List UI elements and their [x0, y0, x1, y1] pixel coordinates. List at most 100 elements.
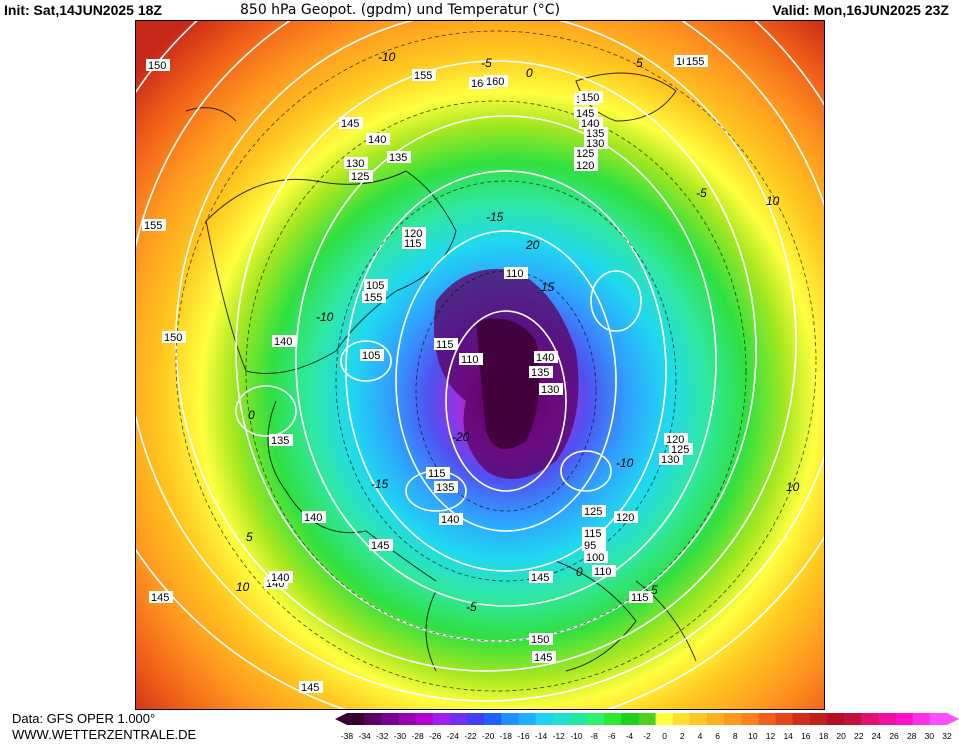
- svg-text:150: 150: [164, 332, 182, 344]
- svg-text:140: 140: [368, 134, 386, 146]
- svg-text:115: 115: [436, 339, 454, 351]
- svg-text:150: 150: [148, 60, 166, 72]
- svg-text:130: 130: [346, 158, 364, 170]
- geopotential-label: 130: [344, 157, 368, 170]
- svg-text:125: 125: [584, 506, 602, 518]
- svg-text:115: 115: [428, 468, 446, 480]
- temperature-label: -5: [466, 600, 477, 614]
- geopotential-label: 100: [584, 551, 608, 564]
- scale-tick-label: 20: [836, 731, 846, 741]
- temperature-label: 5: [636, 56, 643, 70]
- scale-tick-label: -8: [590, 731, 598, 741]
- svg-text:155: 155: [414, 70, 432, 82]
- geopotential-label: 120: [574, 159, 598, 172]
- isotherms: [175, 30, 817, 692]
- svg-text:155: 155: [364, 292, 382, 304]
- scale-tick-label: 22: [854, 731, 864, 741]
- svg-text:160: 160: [486, 76, 504, 88]
- scale-tick-label: -12: [553, 731, 566, 741]
- geopotential-label: 115: [426, 467, 450, 480]
- scale-tick-label: 28: [907, 731, 917, 741]
- svg-text:140: 140: [441, 514, 459, 526]
- geopotential-label: 150: [579, 91, 603, 104]
- scale-tick-label: 16: [801, 731, 811, 741]
- scale-swatch: [569, 713, 588, 725]
- scale-swatch: [587, 713, 605, 725]
- scale-swatch: [912, 713, 931, 725]
- scale-swatch: [861, 713, 879, 725]
- scale-swatch: [809, 713, 828, 725]
- temperature-label: -10: [616, 456, 634, 470]
- geopotential-label: 150: [529, 633, 553, 646]
- geopotential-label: 115: [629, 591, 653, 604]
- geopotential-label: 155: [142, 219, 166, 232]
- scale-swatch: [484, 713, 502, 725]
- temperature-label: -20: [452, 430, 470, 444]
- scale-swatch: [518, 713, 537, 725]
- geopotential-label: 135: [529, 366, 553, 379]
- scale-swatch: [929, 713, 948, 725]
- geopotential-label: 140: [366, 133, 390, 146]
- svg-text:145: 145: [301, 682, 319, 694]
- scale-tick-label: -10: [570, 731, 583, 741]
- geopotential-label: 110: [592, 565, 616, 578]
- scale-swatch: [449, 713, 468, 725]
- svg-text:125: 125: [351, 171, 369, 183]
- svg-text:130: 130: [541, 384, 559, 396]
- temperature-label: -10: [316, 310, 334, 324]
- svg-text:150: 150: [581, 92, 599, 104]
- geopotential-label: 130: [659, 453, 683, 466]
- geopotential-label: 115: [434, 338, 458, 351]
- scale-tick-label: -30: [394, 731, 407, 741]
- geopotential-label: 145: [339, 117, 363, 130]
- temperature-label: 5: [651, 583, 658, 597]
- scale-swatch: [364, 713, 382, 725]
- geopotential-label: 105: [364, 279, 388, 292]
- geopotential-label: 155: [362, 291, 386, 304]
- svg-text:155: 155: [686, 56, 704, 68]
- geopotential-label: 145: [299, 681, 323, 694]
- temperature-label: 15: [541, 280, 555, 294]
- scale-swatch: [827, 713, 845, 725]
- scale-arrow-right: [947, 713, 959, 725]
- svg-text:115: 115: [404, 238, 422, 250]
- geopotential-label: 140: [534, 351, 558, 364]
- geopotential-label: 150: [162, 331, 186, 344]
- svg-text:135: 135: [389, 152, 407, 164]
- cold-core-center: [476, 318, 540, 449]
- temperature-labels: -10 -5 0 5 10 15 20 -15 -20 10 -10 0 5 10 -5 -15 -10 -5 5 0: [236, 50, 800, 614]
- scale-swatch: [672, 713, 691, 725]
- svg-text:120: 120: [576, 160, 594, 172]
- svg-text:110: 110: [594, 566, 612, 578]
- svg-text:145: 145: [531, 572, 549, 584]
- svg-text:150: 150: [531, 634, 549, 646]
- svg-text:140: 140: [274, 336, 292, 348]
- scale-tick-label: -2: [643, 731, 651, 741]
- geopotential-label: 145: [369, 539, 393, 552]
- scale-swatch: [432, 713, 451, 725]
- scale-tick-label: 30: [925, 731, 935, 741]
- scale-tick-label: -32: [376, 731, 389, 741]
- svg-text:115: 115: [584, 528, 602, 540]
- svg-text:105: 105: [362, 350, 380, 362]
- svg-text:155: 155: [144, 220, 162, 232]
- valid-time-label: Valid: Mon,16JUN2025 23Z: [772, 2, 949, 18]
- scale-tick-label: 12: [766, 731, 776, 741]
- geopotential-label: 160: [484, 75, 508, 88]
- scale-swatch: [347, 713, 365, 725]
- scale-tick-label: -22: [464, 731, 477, 741]
- scale-tick-label: -6: [608, 731, 616, 741]
- scale-swatch: [381, 713, 399, 725]
- svg-text:140: 140: [304, 512, 322, 524]
- svg-text:130: 130: [661, 454, 679, 466]
- data-source-label: Data: GFS OPER 1.000°: [12, 711, 156, 726]
- scale-swatch: [621, 713, 639, 725]
- geopotential-label: 135: [434, 481, 458, 494]
- svg-text:145: 145: [534, 652, 552, 664]
- scale-arrow-left: [335, 713, 347, 725]
- temperature-label: 5: [246, 530, 253, 544]
- scale-swatch: [689, 713, 708, 725]
- geopotential-label: 140: [439, 513, 463, 526]
- color-scale-legend: -38 -34 -32 -30 -28 -26 -24 -22 -20 -18 -16 -14 -12-…: [335, 712, 959, 741]
- scale-tick-label: 24: [872, 731, 882, 741]
